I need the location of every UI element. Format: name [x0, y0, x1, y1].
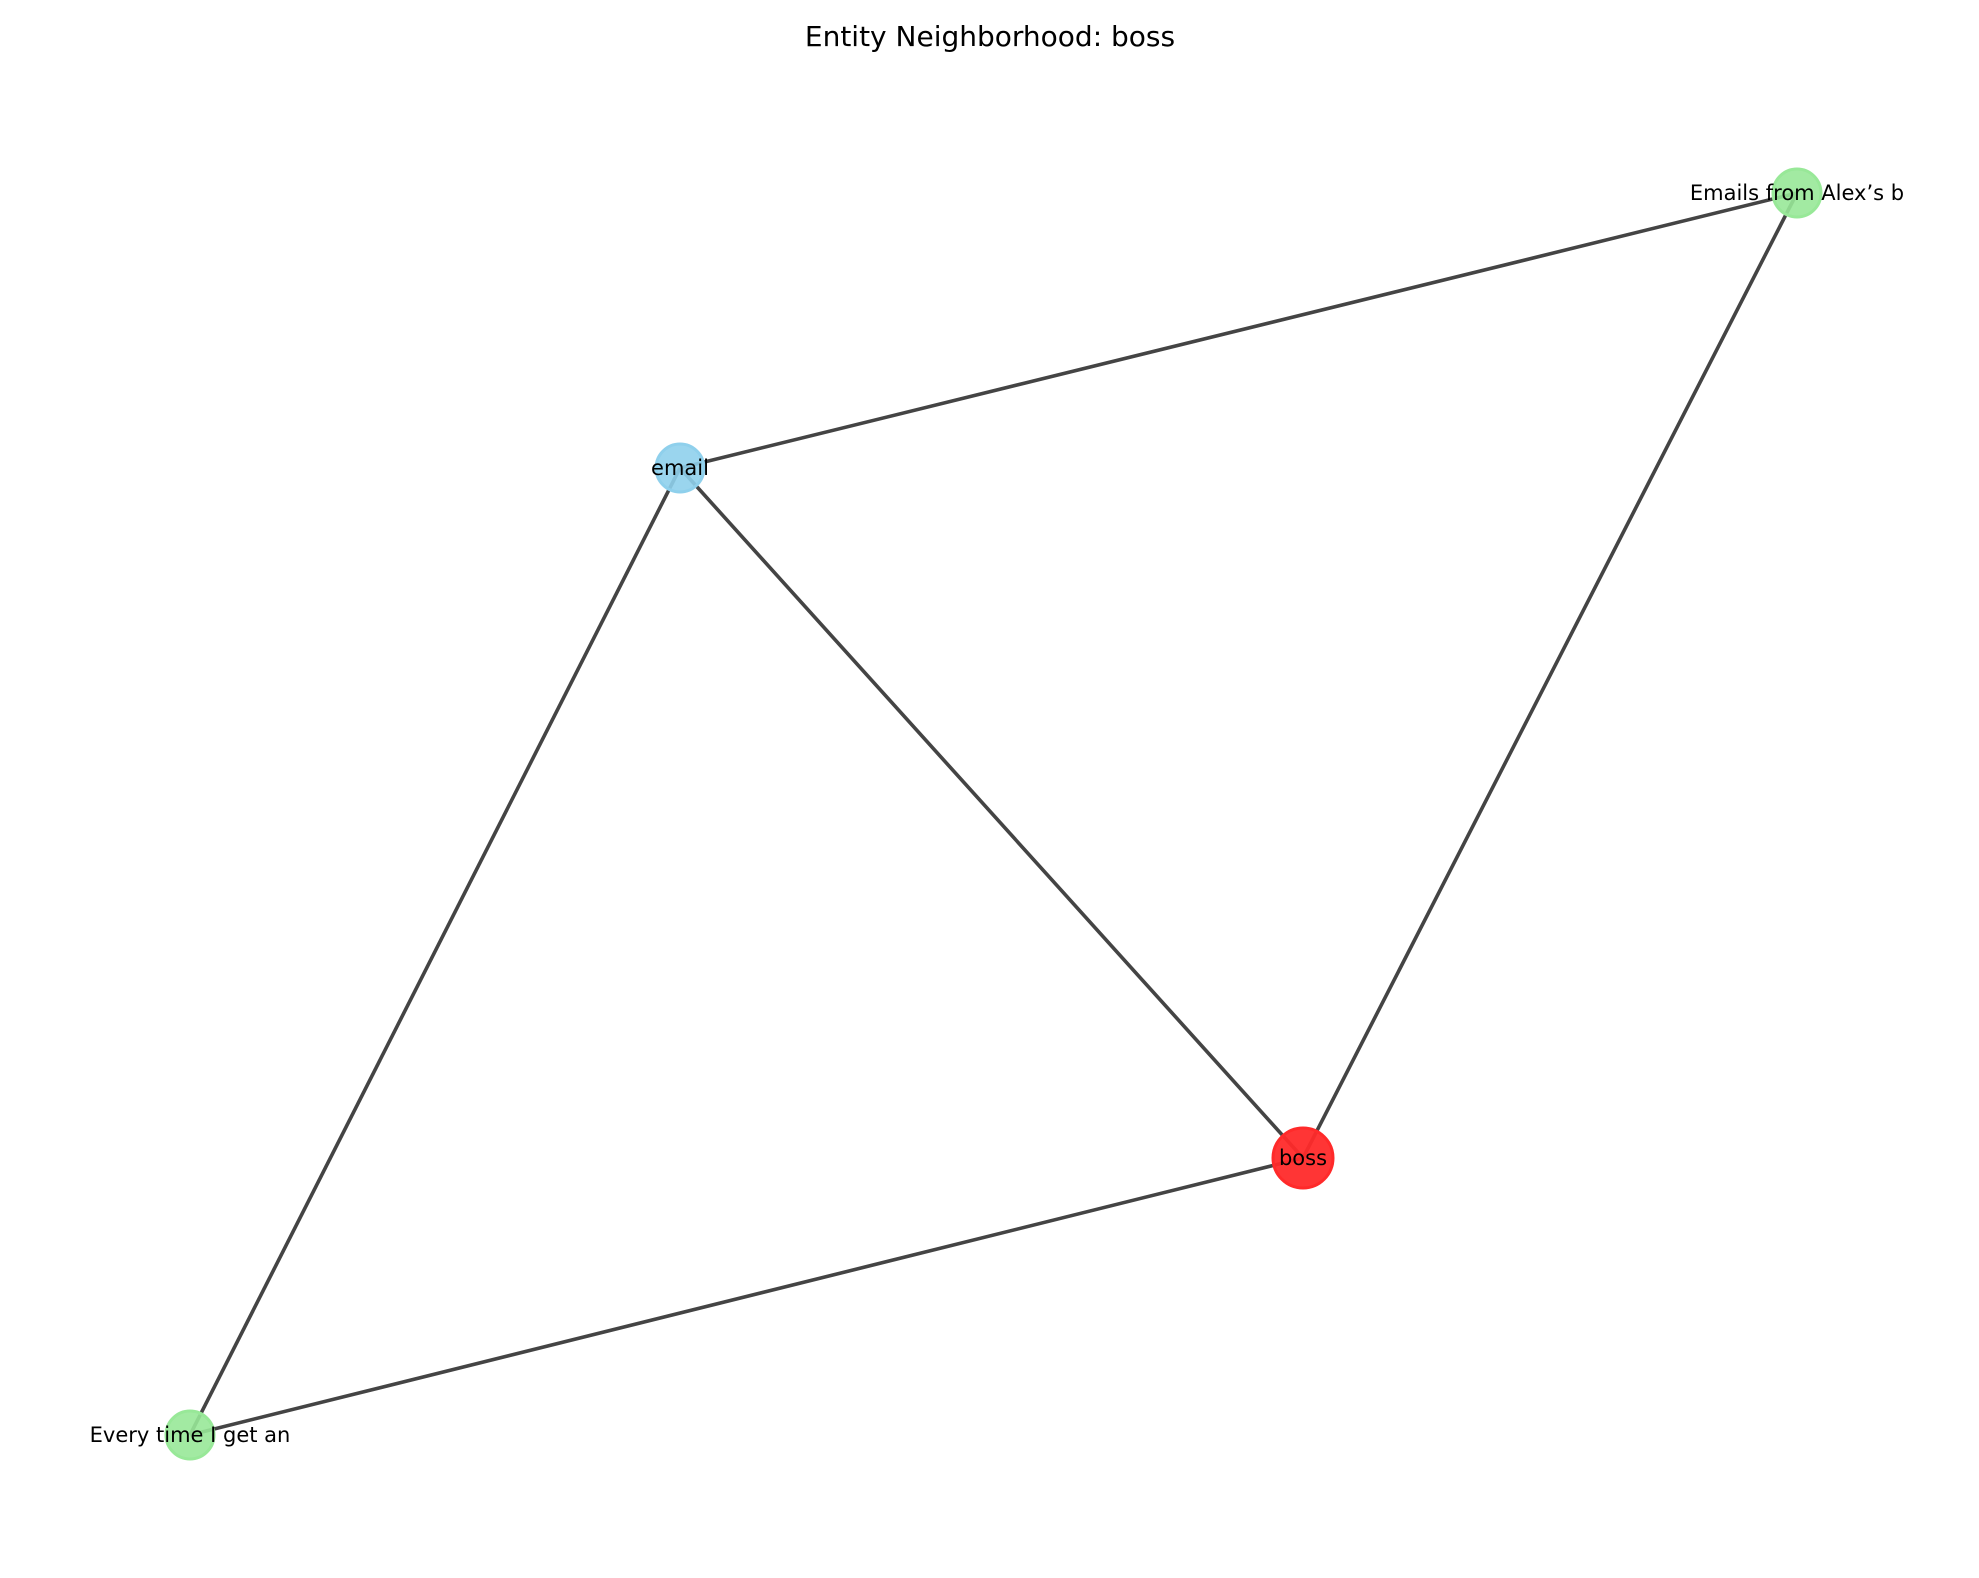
- node-circle-mem2: [164, 1409, 216, 1461]
- node-email: email: [651, 442, 709, 494]
- node-layer: boss email Emails from Alex’s b Every time …: [90, 167, 1904, 1461]
- edge-boss-mem2: [189, 1156, 1304, 1437]
- node-circle-email: [654, 442, 706, 494]
- node-mem1: Emails from Alex’s b: [1690, 167, 1904, 219]
- node-boss: boss: [1271, 1126, 1335, 1190]
- edge-mem1-boss: [1301, 192, 1799, 1159]
- node-mem2: Every time I get an: [90, 1409, 291, 1461]
- node-label-mem1: Emails from Alex’s b: [1690, 181, 1904, 205]
- node-label-boss: boss: [1279, 1146, 1327, 1170]
- node-label-mem2: Every time I get an: [90, 1423, 291, 1447]
- edge-email-boss: [678, 466, 1305, 1160]
- node-circle-mem1: [1771, 167, 1823, 219]
- graph-title: Entity Neighborhood: boss: [805, 20, 1175, 53]
- node-circle-boss: [1271, 1126, 1335, 1190]
- node-label-email: email: [651, 456, 709, 480]
- edge-email-mem2: [188, 467, 682, 1436]
- edge-email-mem1: [679, 191, 1798, 470]
- edge-layer: [188, 191, 1799, 1437]
